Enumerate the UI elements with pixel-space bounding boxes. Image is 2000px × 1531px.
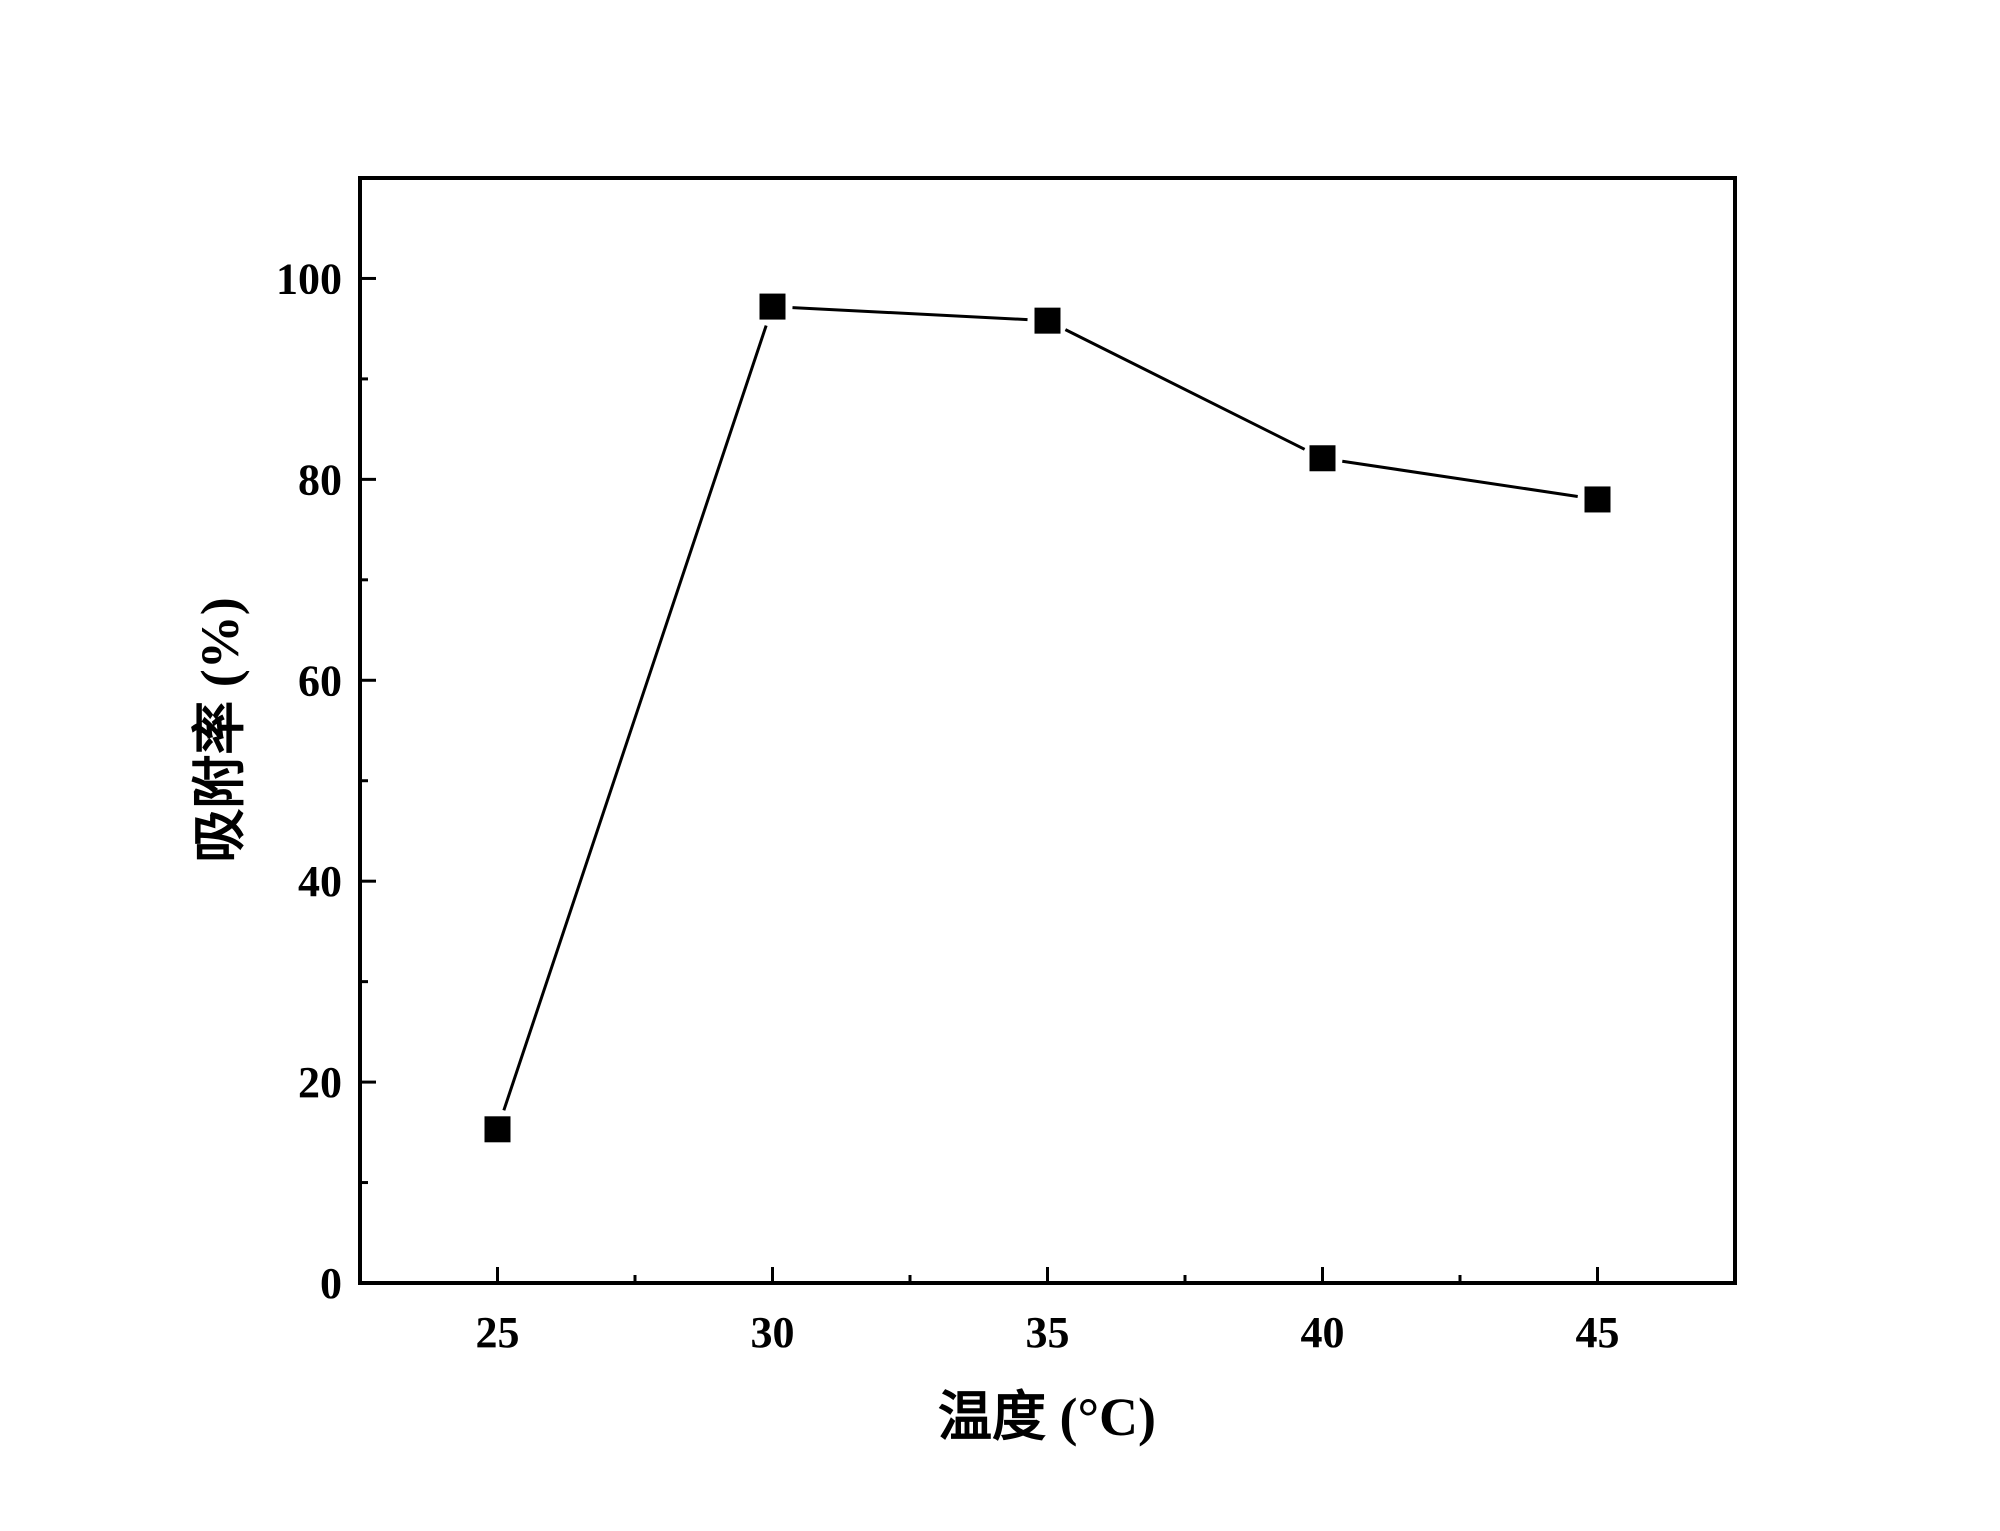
- series-line-segment: [1342, 459, 1578, 498]
- y-tick-label: 20: [298, 1058, 342, 1107]
- data-point-square: [759, 293, 786, 320]
- series-line-segment: [1064, 328, 1306, 451]
- series-line-segment: [792, 306, 1028, 322]
- y-axis-title: 吸附率 (%): [190, 597, 250, 862]
- y-tick-label: 0: [320, 1259, 342, 1308]
- tick-labels: 25 30 35 40 45 0 20 40 60 80 100: [276, 254, 1620, 1357]
- x-tick-label: 45: [1576, 1308, 1620, 1357]
- plot-frame: [358, 176, 1737, 1285]
- series-line-segment: [502, 325, 768, 1111]
- data-point-square: [484, 1116, 511, 1143]
- minor-ticks: [360, 377, 1462, 1283]
- x-axis-title: 温度 (°C): [938, 1387, 1156, 1447]
- y-tick-label: 100: [276, 254, 342, 303]
- y-tick-label: 40: [298, 857, 342, 906]
- x-tick-label: 30: [751, 1308, 795, 1357]
- x-tick-label: 35: [1026, 1308, 1070, 1357]
- major-ticks: [360, 276, 1599, 1285]
- data-point-square: [1309, 445, 1336, 472]
- x-tick-label: 25: [476, 1308, 520, 1357]
- series-layer: [484, 293, 1611, 1143]
- data-point-square: [1034, 307, 1061, 334]
- y-tick-label: 60: [298, 656, 342, 705]
- data-point-square: [1584, 486, 1611, 513]
- x-tick-label: 40: [1301, 1308, 1345, 1357]
- y-tick-label: 80: [298, 455, 342, 504]
